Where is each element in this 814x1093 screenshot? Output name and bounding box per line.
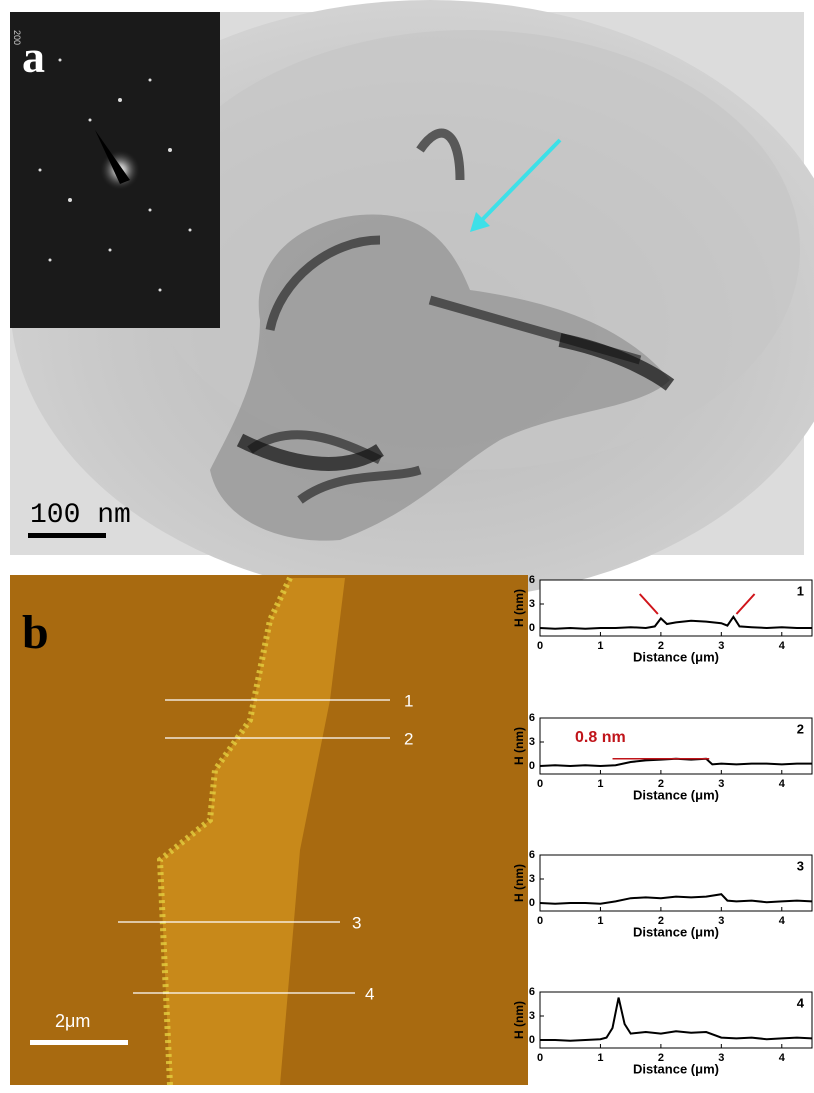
profile-number: 4 [797,995,805,1010]
profile-number: 2 [797,721,804,736]
scale-bar-label: 100 nm [30,500,131,531]
y-axis-label: H (nm) [512,589,526,627]
y-tick-label: 3 [529,1010,535,1022]
y-tick-label: 3 [529,736,535,748]
x-tick-label: 4 [779,1052,786,1064]
x-axis-label: Distance (μm) [633,787,719,802]
x-tick-label: 0 [537,915,543,927]
x-axis-label: Distance (μm) [633,1061,719,1076]
y-tick-label: 6 [529,986,535,998]
x-tick-label: 1 [597,640,603,652]
x-tick-label: 3 [718,640,724,652]
y-tick-label: 3 [529,873,535,885]
x-tick-label: 0 [537,640,543,652]
x-tick-label: 4 [779,640,786,652]
scale-bar-label: 2μm [55,1011,90,1031]
figure: a 200 100 nm b 1 2 3 4 2μm 0 3 6 0 1 2 3 4 Dista… [0,0,814,1093]
y-axis-label: H (nm) [512,864,526,902]
y-tick-label: 6 [529,849,535,861]
y-axis-label: H (nm) [512,727,526,765]
y-tick-label: 0 [529,897,535,909]
y-tick-label: 6 [529,574,535,586]
inset-label: 200 [12,30,22,45]
y-tick-label: 3 [529,598,535,610]
x-axis-label: Distance (μm) [633,649,719,664]
y-tick-label: 0 [529,760,535,772]
line-label: 1 [404,691,413,710]
profile-number: 3 [797,858,804,873]
x-tick-label: 0 [537,1052,543,1064]
x-tick-label: 3 [718,1052,724,1064]
x-tick-label: 1 [597,1052,603,1064]
x-tick-label: 3 [718,778,724,790]
x-tick-label: 4 [779,915,786,927]
y-tick-label: 6 [529,712,535,724]
x-tick-label: 4 [779,778,786,790]
line-label: 2 [404,729,413,748]
profile-number: 1 [797,583,804,598]
x-tick-label: 1 [597,778,603,790]
x-axis-label: Distance (μm) [633,924,719,939]
x-tick-label: 3 [718,915,724,927]
panel-label: a [22,31,45,82]
y-tick-label: 0 [529,622,535,634]
x-tick-label: 1 [597,915,603,927]
line-label: 4 [365,984,374,1003]
afm-image [10,575,528,1085]
x-tick-label: 0 [537,778,543,790]
y-axis-label: H (nm) [512,1001,526,1039]
y-tick-label: 0 [529,1034,535,1046]
annotation: 0.8 nm [575,729,626,746]
line-label: 3 [352,913,361,932]
panel-label: b [22,606,49,659]
